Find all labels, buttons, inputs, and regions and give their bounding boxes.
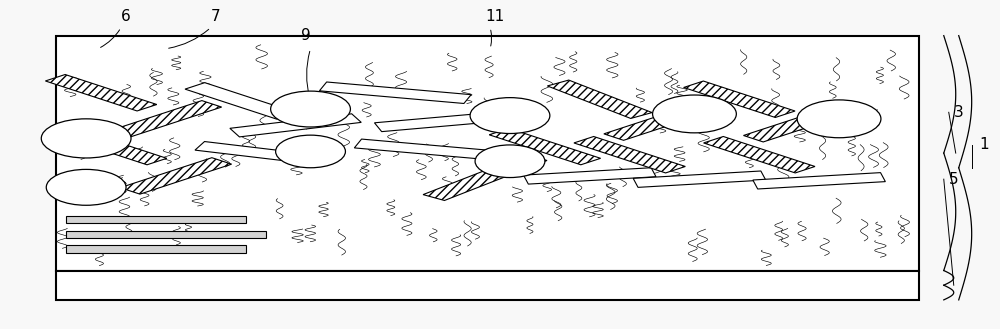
Polygon shape bbox=[489, 128, 601, 165]
Ellipse shape bbox=[653, 95, 736, 133]
Bar bbox=[66, 216, 246, 223]
Polygon shape bbox=[523, 168, 656, 184]
Bar bbox=[66, 245, 246, 253]
Polygon shape bbox=[45, 74, 157, 111]
Text: 9: 9 bbox=[301, 28, 310, 43]
Polygon shape bbox=[319, 82, 471, 104]
Polygon shape bbox=[684, 81, 795, 117]
Polygon shape bbox=[547, 80, 652, 118]
Polygon shape bbox=[110, 101, 222, 137]
Ellipse shape bbox=[470, 98, 550, 134]
Ellipse shape bbox=[276, 135, 345, 168]
Ellipse shape bbox=[797, 100, 881, 138]
Text: 3: 3 bbox=[954, 105, 964, 120]
Ellipse shape bbox=[271, 91, 350, 127]
Text: 11: 11 bbox=[485, 9, 505, 24]
Bar bbox=[56, 270, 919, 300]
Ellipse shape bbox=[41, 119, 131, 158]
Polygon shape bbox=[230, 114, 361, 137]
Polygon shape bbox=[354, 139, 506, 161]
Bar bbox=[66, 231, 266, 238]
Text: 5: 5 bbox=[949, 172, 959, 187]
Polygon shape bbox=[374, 109, 536, 132]
Text: 6: 6 bbox=[121, 9, 131, 24]
Polygon shape bbox=[753, 173, 885, 189]
Polygon shape bbox=[574, 137, 685, 173]
Polygon shape bbox=[120, 158, 232, 194]
Text: 1: 1 bbox=[979, 138, 988, 152]
Polygon shape bbox=[743, 106, 855, 142]
Polygon shape bbox=[604, 104, 715, 140]
Polygon shape bbox=[195, 141, 326, 164]
Polygon shape bbox=[423, 155, 547, 200]
Polygon shape bbox=[704, 137, 815, 173]
Polygon shape bbox=[633, 171, 766, 187]
Polygon shape bbox=[55, 128, 167, 165]
Ellipse shape bbox=[475, 145, 545, 178]
Bar bbox=[56, 36, 919, 270]
Polygon shape bbox=[185, 83, 296, 119]
Ellipse shape bbox=[46, 169, 126, 205]
Text: 7: 7 bbox=[211, 9, 221, 24]
